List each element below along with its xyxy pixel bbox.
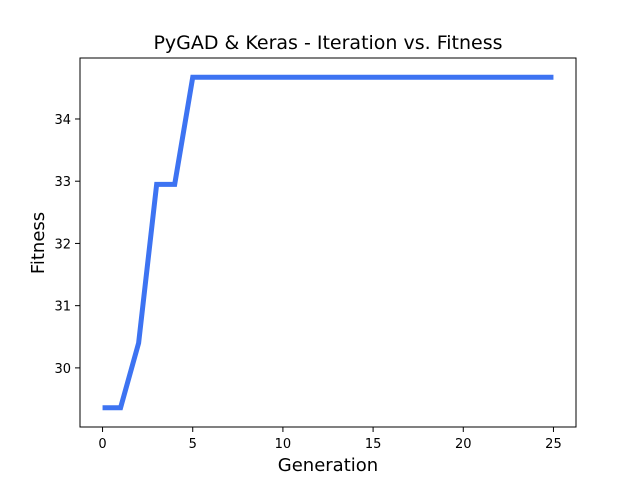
- y-tick-label: 31: [54, 300, 71, 315]
- y-tick-label: 32: [54, 237, 71, 252]
- y-axis-ticks: 30 31 32 33 34: [54, 113, 80, 377]
- x-axis-ticks: 0 5 10 15 20 25: [98, 427, 562, 452]
- x-tick-label: 25: [545, 437, 562, 452]
- x-tick-label: 10: [275, 437, 292, 452]
- x-tick-label: 20: [455, 437, 472, 452]
- y-tick-label: 30: [54, 362, 71, 377]
- x-tick-label: 15: [365, 437, 382, 452]
- x-tick-label: 5: [189, 437, 197, 452]
- plot-frame: [79, 57, 577, 428]
- fitness-series-line: [102, 74, 554, 411]
- x-axis-title: Generation: [278, 455, 378, 476]
- x-tick-label: 0: [98, 437, 106, 452]
- y-tick-label: 33: [54, 175, 71, 190]
- y-axis-title: Fitness: [28, 212, 49, 274]
- plot-area: [102, 74, 554, 411]
- chart-title: PyGAD & Keras - Iteration vs. Fitness: [153, 32, 502, 54]
- y-tick-label: 34: [54, 113, 71, 128]
